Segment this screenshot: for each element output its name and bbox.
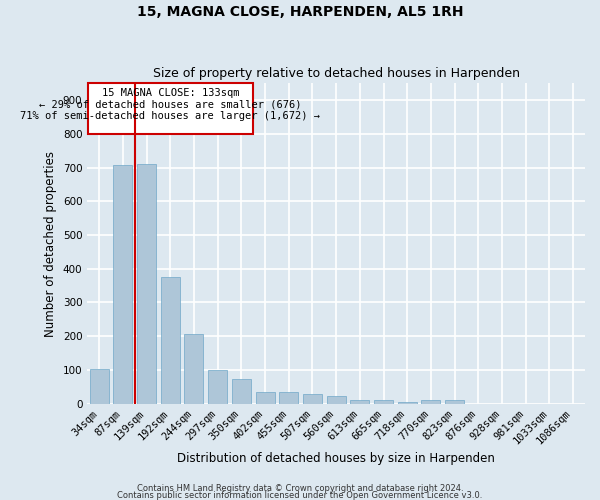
Bar — [88, 84, 253, 134]
Bar — [89, 369, 109, 404]
Bar — [279, 392, 298, 404]
Text: 15, MAGNA CLOSE, HARPENDEN, AL5 1RH: 15, MAGNA CLOSE, HARPENDEN, AL5 1RH — [137, 5, 463, 19]
Text: Contains public sector information licensed under the Open Government Licence v3: Contains public sector information licen… — [118, 491, 482, 500]
Bar — [161, 277, 180, 404]
Bar — [374, 400, 393, 404]
Bar — [208, 370, 227, 404]
Bar — [184, 334, 203, 404]
Bar — [445, 400, 464, 404]
Bar — [326, 396, 346, 404]
X-axis label: Distribution of detached houses by size in Harpenden: Distribution of detached houses by size … — [177, 452, 495, 465]
Text: 15 MAGNA CLOSE: 133sqm: 15 MAGNA CLOSE: 133sqm — [102, 88, 239, 98]
Bar — [303, 394, 322, 404]
Bar — [137, 164, 156, 404]
Text: Contains HM Land Registry data © Crown copyright and database right 2024.: Contains HM Land Registry data © Crown c… — [137, 484, 463, 493]
Bar — [113, 166, 133, 404]
Bar — [256, 392, 275, 404]
Bar — [421, 400, 440, 404]
Y-axis label: Number of detached properties: Number of detached properties — [44, 150, 57, 336]
Bar — [398, 402, 417, 404]
Bar — [350, 400, 370, 404]
Bar — [232, 379, 251, 404]
Title: Size of property relative to detached houses in Harpenden: Size of property relative to detached ho… — [152, 66, 520, 80]
Text: 71% of semi-detached houses are larger (1,672) →: 71% of semi-detached houses are larger (… — [20, 112, 320, 122]
Text: ← 29% of detached houses are smaller (676): ← 29% of detached houses are smaller (67… — [39, 100, 302, 110]
